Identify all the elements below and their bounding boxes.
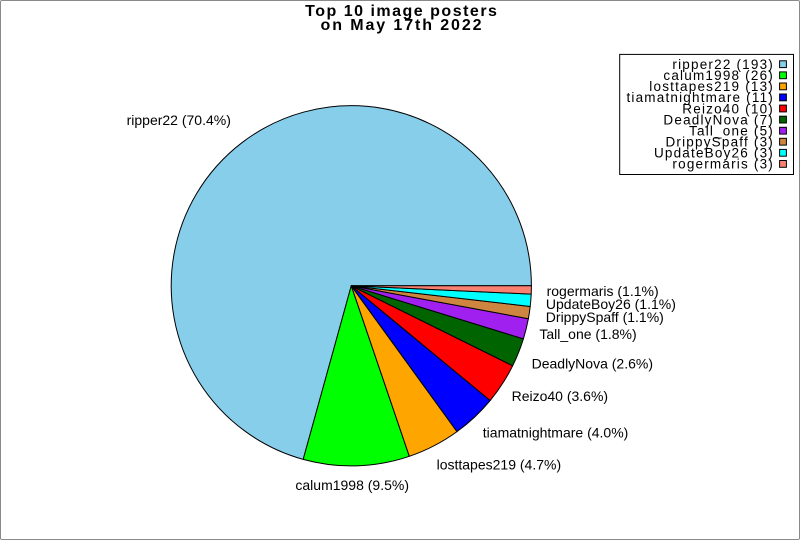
svg-text:Tall_one (1.8%): Tall_one (1.8%) [539, 326, 636, 342]
svg-text:DrippySpaff (3): DrippySpaff (3) [665, 135, 774, 150]
svg-text:tiamatnightmare (4.0%): tiamatnightmare (4.0%) [483, 425, 629, 441]
svg-text:DeadlyNova (7): DeadlyNova (7) [663, 112, 774, 127]
svg-text:ripper22 (193): ripper22 (193) [672, 57, 774, 72]
svg-text:calum1998 (9.5%): calum1998 (9.5%) [295, 477, 409, 493]
svg-text:DrippySpaff (1.1%): DrippySpaff (1.1%) [546, 309, 664, 325]
svg-text:Top 10 image posters: Top 10 image posters [305, 3, 498, 20]
svg-text:Reizo40 (10): Reizo40 (10) [682, 101, 774, 116]
svg-text:tiamatnightmare (11): tiamatnightmare (11) [626, 90, 774, 105]
svg-text:Reizo40 (3.6%): Reizo40 (3.6%) [512, 388, 608, 404]
svg-text:calum1998 (26): calum1998 (26) [663, 68, 774, 83]
svg-text:on May 17th 2022: on May 17th 2022 [321, 17, 484, 34]
svg-text:losttapes219 (4.7%): losttapes219 (4.7%) [437, 457, 562, 473]
svg-text:UpdateBoy26 (1.1%): UpdateBoy26 (1.1%) [546, 296, 676, 312]
svg-text:rogermaris (1.1%): rogermaris (1.1%) [547, 283, 659, 299]
svg-text:Tall_one (5): Tall_one (5) [689, 124, 774, 139]
svg-text:rogermaris (3): rogermaris (3) [672, 157, 774, 172]
svg-text:ripper22 (70.4%): ripper22 (70.4%) [127, 112, 231, 128]
svg-text:DeadlyNova (2.6%): DeadlyNova (2.6%) [532, 355, 653, 371]
svg-text:losttapes219 (13): losttapes219 (13) [649, 79, 774, 94]
svg-text:UpdateBoy26 (3): UpdateBoy26 (3) [654, 146, 774, 161]
